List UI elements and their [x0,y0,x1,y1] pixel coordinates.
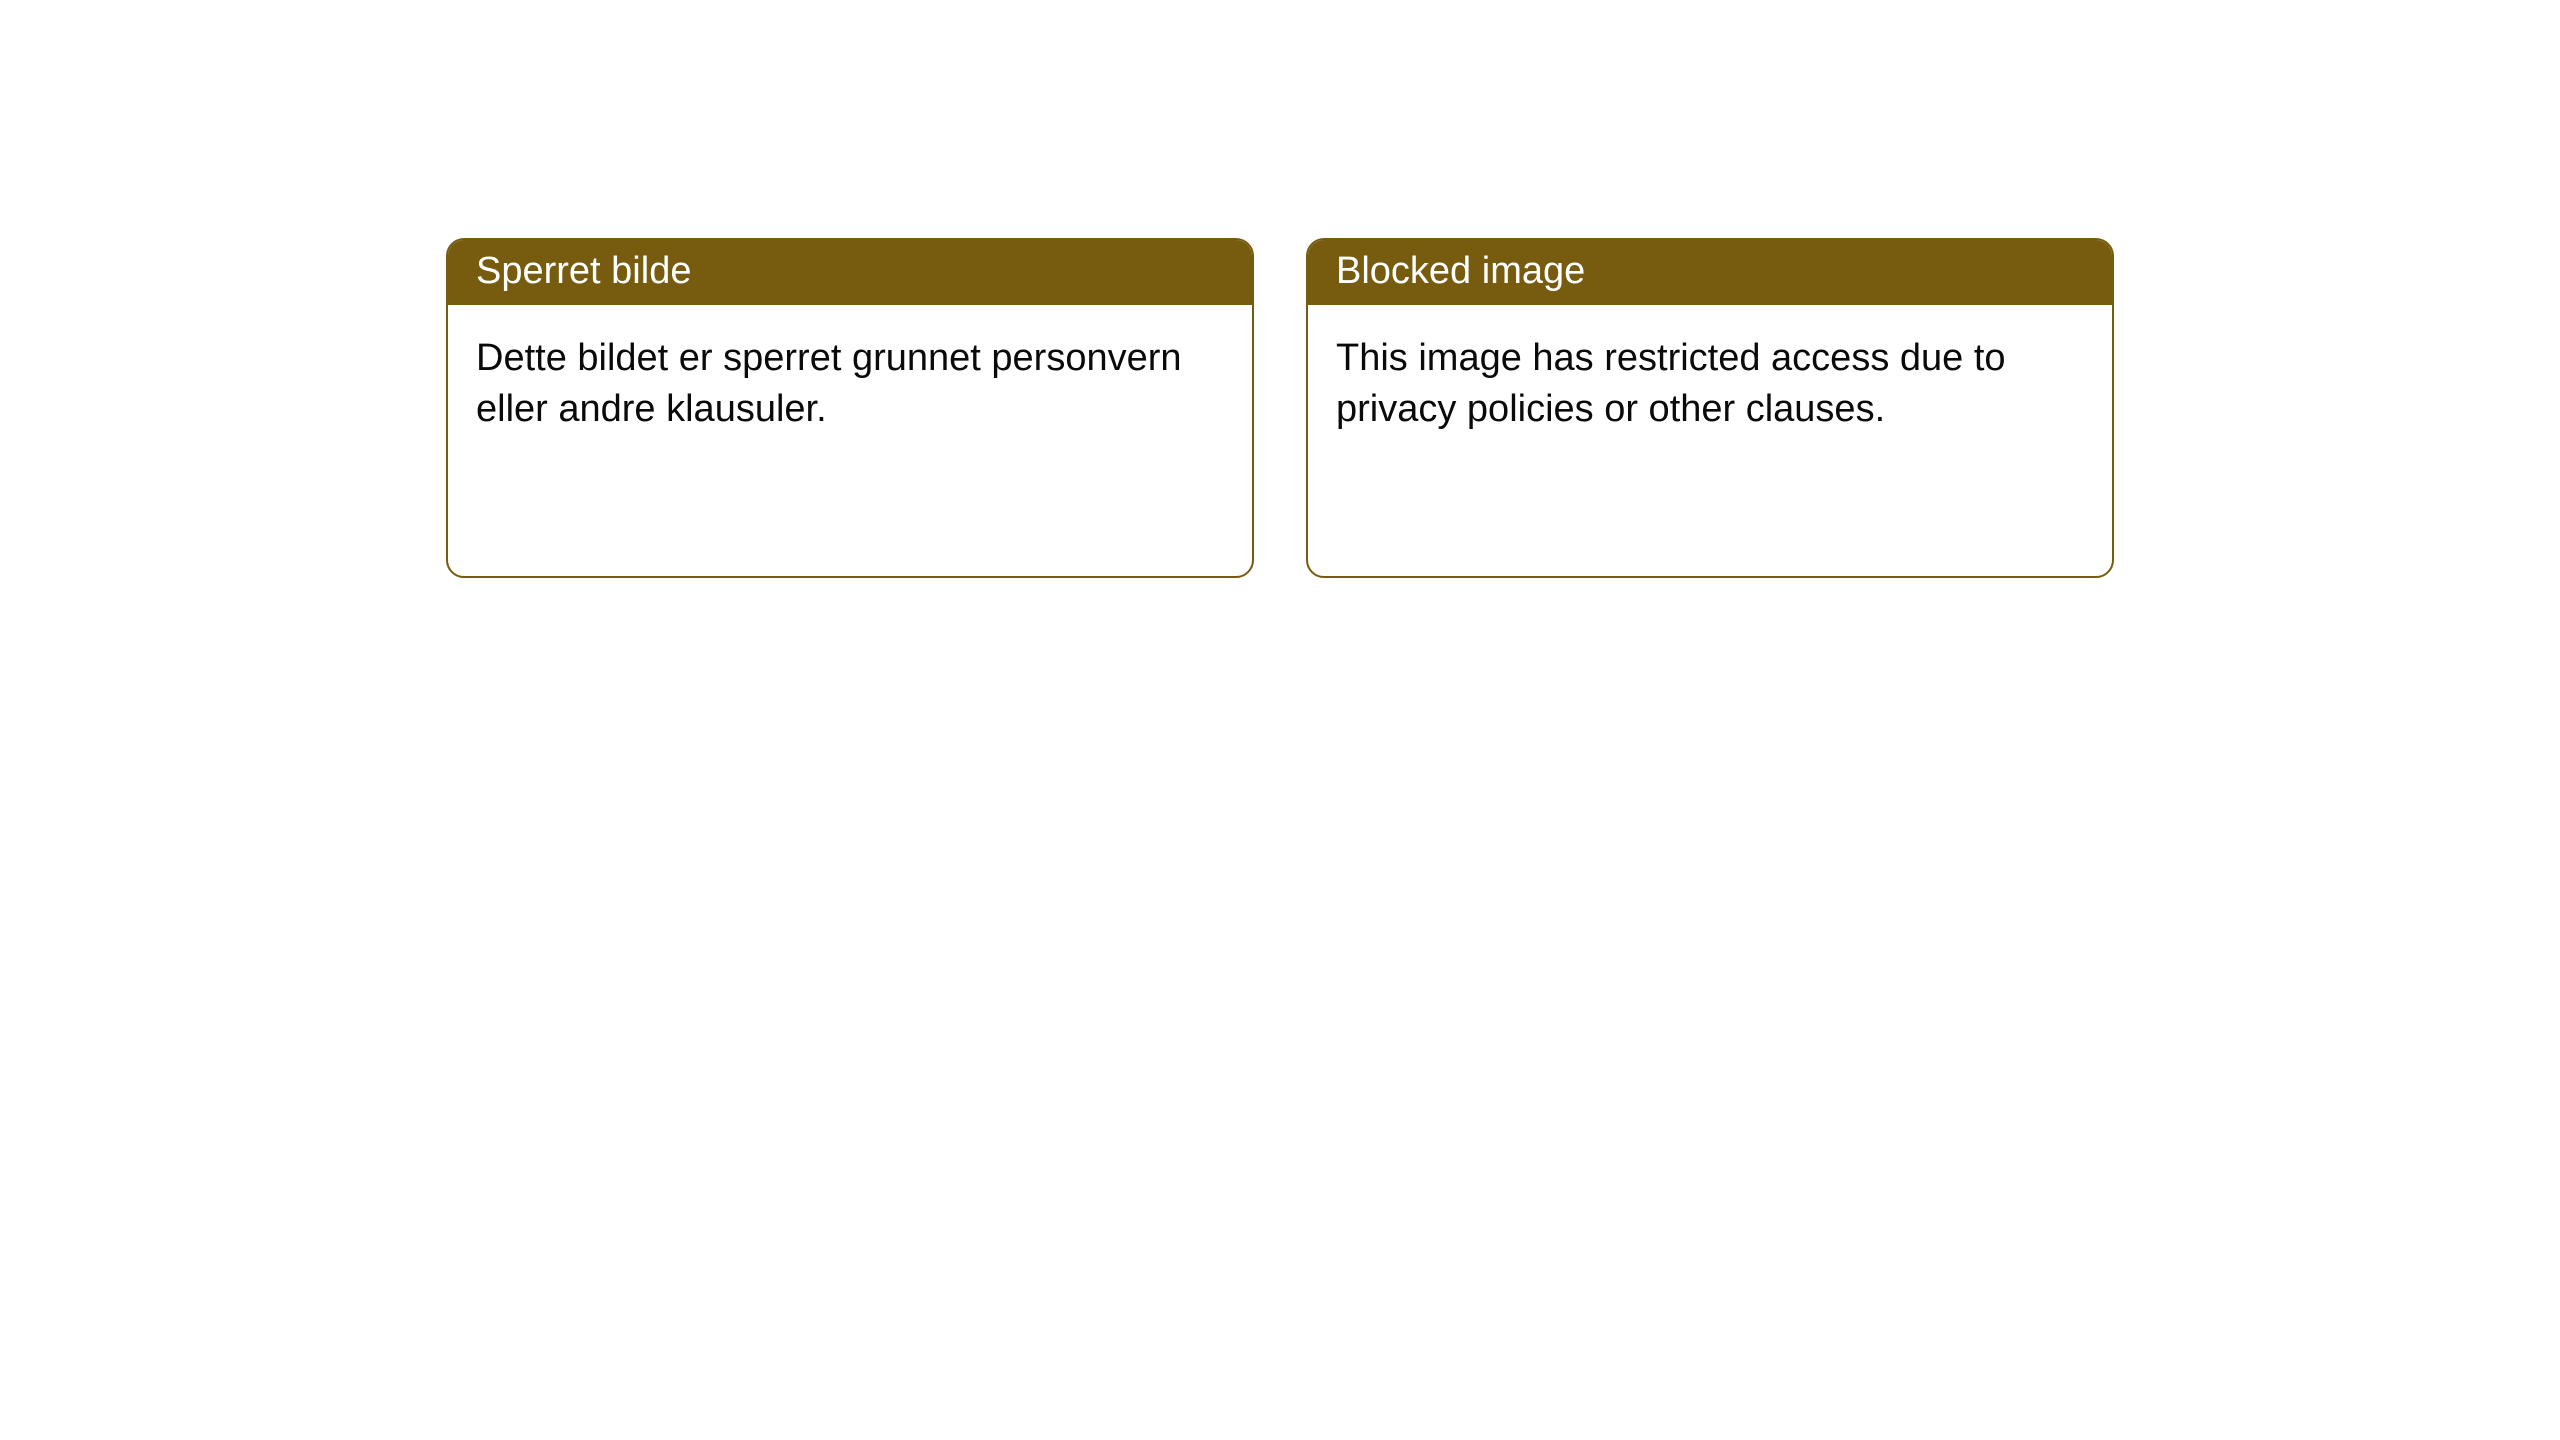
card-header: Sperret bilde [448,240,1252,305]
info-card-norwegian: Sperret bilde Dette bildet er sperret gr… [446,238,1254,578]
card-body: Dette bildet er sperret grunnet personve… [448,305,1252,464]
card-title-text: Sperret bilde [476,250,691,292]
card-header: Blocked image [1308,240,2112,305]
info-card-english: Blocked image This image has restricted … [1306,238,2114,578]
info-cards-container: Sperret bilde Dette bildet er sperret gr… [446,238,2114,578]
card-title-text: Blocked image [1336,250,1585,292]
card-body-text: This image has restricted access due to … [1336,337,2006,430]
card-body-text: Dette bildet er sperret grunnet personve… [476,337,1182,430]
card-body: This image has restricted access due to … [1308,305,2112,464]
